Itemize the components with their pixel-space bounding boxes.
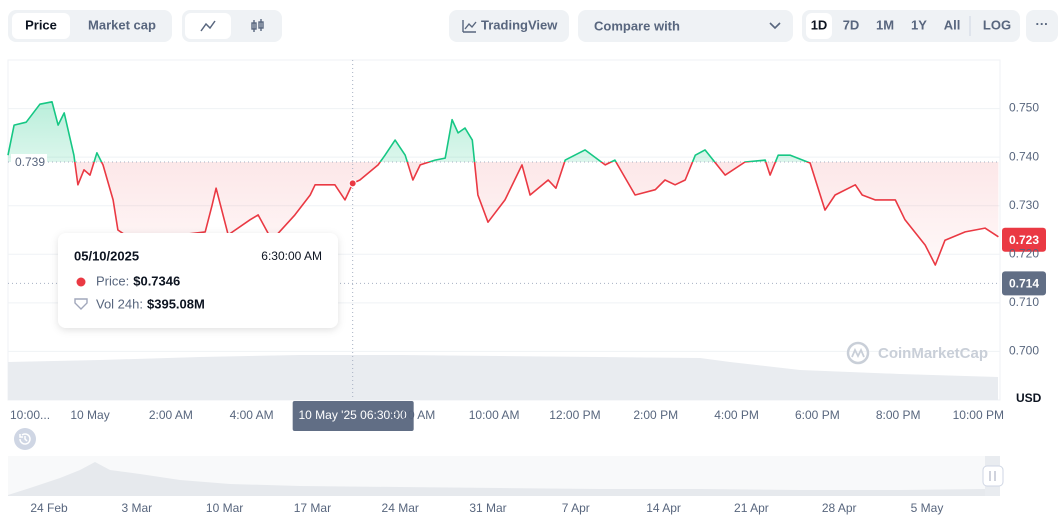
x-tick-label: 8:00 PM xyxy=(876,408,921,422)
x-tick-label: 4:00 AM xyxy=(230,408,274,422)
range-button[interactable]: 1M xyxy=(876,17,894,32)
x-tick-label: 10:00... xyxy=(10,408,50,422)
candle-icon[interactable] xyxy=(251,19,264,32)
y-tick-label: 0.730 xyxy=(1009,198,1039,212)
tooltip-price: $0.7346 xyxy=(133,273,180,288)
navigator-label: 17 Mar xyxy=(294,501,331,515)
navigator-handle[interactable] xyxy=(982,465,1004,487)
x-tick-label: 2:00 AM xyxy=(149,408,193,422)
more-label[interactable]: ··· xyxy=(1036,16,1049,31)
volume-area xyxy=(8,355,998,400)
handle-grip xyxy=(989,471,996,481)
watermark: CoinMarketCap xyxy=(878,345,988,362)
tooltip-volume-icon xyxy=(74,298,88,310)
navigator-label: 21 Apr xyxy=(734,501,769,515)
range-button[interactable]: 7D xyxy=(843,17,860,32)
y-tick-label: 0.710 xyxy=(1009,295,1039,309)
crosshair-x-box xyxy=(292,401,414,431)
more-button[interactable] xyxy=(1026,10,1058,42)
tooltip-date: 05/10/2025 xyxy=(74,248,139,263)
crosshair-y-label: 0.714 xyxy=(1009,277,1039,291)
x-tick-label: 10:00 PM xyxy=(953,408,1004,422)
tradingview-label[interactable]: TradingView xyxy=(481,17,558,32)
tooltip-volume-name: Vol 24h: xyxy=(96,296,143,311)
x-tick-label: 6:00 PM xyxy=(795,408,840,422)
crosshair-y-box xyxy=(1002,271,1046,296)
price-line xyxy=(7,101,999,266)
tab-selected[interactable] xyxy=(12,13,70,39)
range-button[interactable]: 1D xyxy=(811,17,828,32)
y-unit: USD xyxy=(1016,391,1042,405)
range-button[interactable]: 1Y xyxy=(911,17,927,32)
x-tick-label: 4:00 PM xyxy=(714,408,759,422)
tooltip-volume: $395.08M xyxy=(147,296,205,311)
navigator-label: 24 Mar xyxy=(382,501,419,515)
watermark-logo xyxy=(846,341,870,365)
navigator-label: 7 Apr xyxy=(562,501,590,515)
tooltip-price-dot xyxy=(76,277,86,287)
hover-point xyxy=(348,179,357,188)
navigator-label: 31 Mar xyxy=(469,501,506,515)
navigator-label: 24 Feb xyxy=(30,501,68,515)
tab-price[interactable]: Price xyxy=(25,17,57,32)
x-tick-label: 8:00 AM xyxy=(391,408,435,422)
line-icon xyxy=(200,20,216,32)
compare-label[interactable]: Compare with xyxy=(594,18,680,33)
tooltip-time: 6:30:00 AM xyxy=(261,249,322,263)
navigator-label: 10 Mar xyxy=(206,501,243,515)
tradingview-icon xyxy=(462,20,477,33)
x-tick-label: 12:00 PM xyxy=(549,408,600,422)
navigator-area xyxy=(8,462,985,496)
navigator-label: 3 Mar xyxy=(121,501,152,515)
navigator-label: 5 May xyxy=(911,501,944,515)
tooltip-price-name: Price: xyxy=(96,273,129,288)
baseline-label-bg xyxy=(11,154,47,170)
x-tick-label: 10:00 AM xyxy=(469,408,520,422)
y-tick-label: 0.700 xyxy=(1009,344,1039,358)
range-button[interactable]: All xyxy=(944,17,961,32)
navigator-label: 14 Apr xyxy=(646,501,681,515)
range-group xyxy=(802,10,1020,42)
tradingview-button[interactable] xyxy=(449,10,569,42)
baseline-label: 0.739 xyxy=(15,155,45,169)
x-tick-label: 10 May xyxy=(70,408,109,422)
range-selected[interactable] xyxy=(806,13,832,39)
price-area xyxy=(8,101,999,265)
reset-icon xyxy=(19,433,31,445)
current-price-label: 0.723 xyxy=(1009,233,1039,247)
range-button[interactable]: LOG xyxy=(983,17,1011,32)
chevron xyxy=(769,22,781,30)
y-tick-label: 0.750 xyxy=(1009,101,1039,115)
x-tick-label: 2:00 PM xyxy=(633,408,678,422)
current-price-box xyxy=(1002,227,1046,252)
compare-dropdown[interactable] xyxy=(578,10,793,42)
crosshair-x-label: 10 May '25 06:30:00 xyxy=(298,408,407,422)
tab-market-cap[interactable]: Market cap xyxy=(88,17,156,32)
tooltip-box xyxy=(58,233,338,328)
y-tick-label: 0.720 xyxy=(1009,246,1039,260)
navigator-label: 28 Apr xyxy=(822,501,857,515)
y-tick-label: 0.740 xyxy=(1009,149,1039,163)
